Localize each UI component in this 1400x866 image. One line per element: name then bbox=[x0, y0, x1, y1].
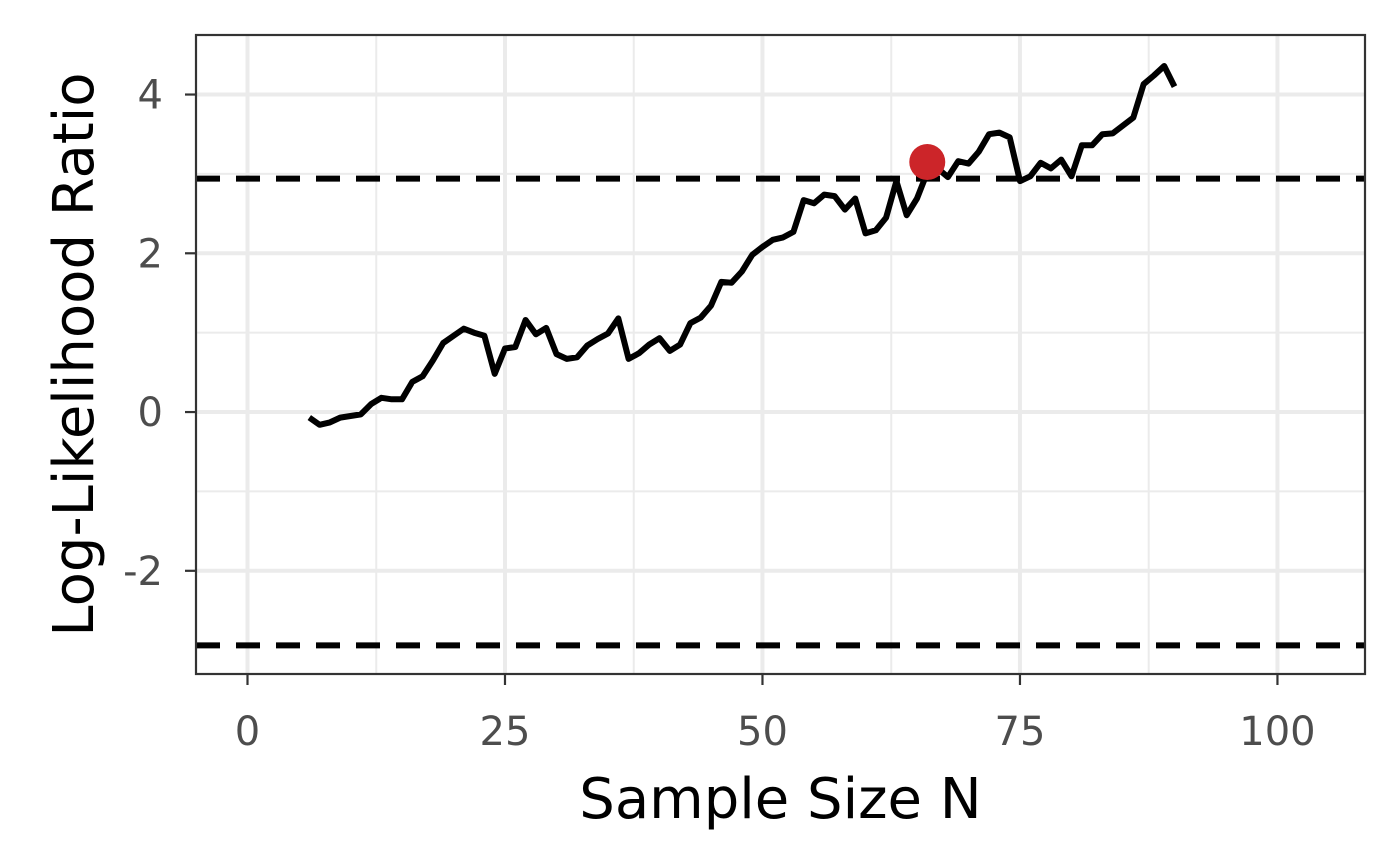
panel-border bbox=[194, 33, 1367, 676]
crossing-point-marker bbox=[909, 144, 946, 181]
x-axis: 0 25 50 75 100 bbox=[235, 674, 1316, 755]
x-tick-label: 50 bbox=[737, 709, 788, 755]
x-tick-label: 25 bbox=[480, 709, 531, 755]
y-axis: -2 0 2 4 bbox=[123, 73, 196, 595]
series-layer bbox=[307, 63, 1178, 428]
threshold-lines bbox=[196, 175, 1365, 649]
x-tick-label: 75 bbox=[995, 709, 1046, 755]
minor-grid bbox=[196, 35, 1365, 674]
x-axis-title: Sample Size N bbox=[579, 767, 981, 832]
y-axis-title: Log-Likelihood Ratio bbox=[42, 72, 107, 636]
x-tick-label: 0 bbox=[235, 709, 260, 755]
series-line bbox=[307, 63, 1178, 428]
y-tick-label: 0 bbox=[138, 390, 163, 436]
y-tick-label: 4 bbox=[138, 73, 163, 119]
major-grid bbox=[196, 35, 1365, 674]
highlight-layer bbox=[909, 144, 946, 181]
y-tick-label: -2 bbox=[123, 549, 163, 595]
y-tick-label: 2 bbox=[138, 231, 163, 277]
x-tick-label: 100 bbox=[1239, 709, 1315, 755]
